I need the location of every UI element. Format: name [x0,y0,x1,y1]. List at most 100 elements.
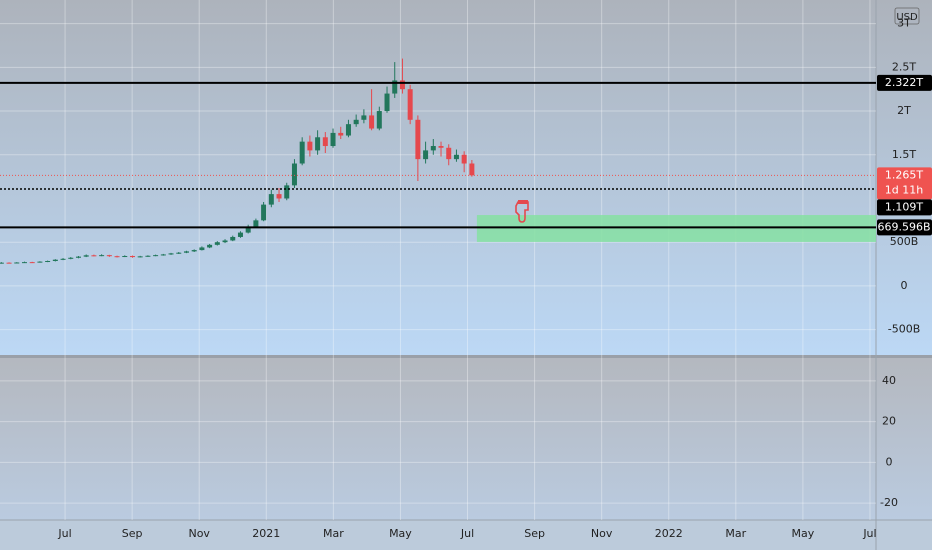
price-label: 1.265T [885,168,923,181]
candle-body [237,232,243,237]
candle-body [75,256,81,258]
x-tick-label: Sep [122,527,143,540]
candle-body [361,115,367,120]
y-tick-label: 2.5T [892,60,916,73]
candle-body [376,111,382,129]
y-tick-label: -500B [888,323,921,336]
candle-body [91,255,97,257]
candle-body [469,163,475,176]
candle-body [52,259,58,262]
candle-body [214,242,220,245]
candle-body [14,262,20,264]
y-tick-label: 20 [882,415,896,428]
price-label-box [877,74,932,91]
candle-body [245,226,251,233]
candle-body [268,194,274,205]
candle-body [45,261,51,263]
candle-body [199,247,205,251]
y-tick-label: 1.5T [892,148,916,161]
candle-body [68,257,74,259]
candle-body [315,137,321,151]
candle-body [21,262,27,264]
y-tick-label: 500B [890,235,919,248]
price-label-box [877,167,932,200]
x-tick-label: May [389,527,412,540]
x-tick-label: Jul [862,527,876,540]
candle-body [453,154,459,160]
y-tick-label: -20 [880,496,898,509]
candle-body [345,124,351,136]
x-tick-label: Sep [524,527,545,540]
main-pane [0,0,932,355]
candle-body [299,141,305,164]
candle-body [253,220,259,227]
price-label: 1d 11h [885,183,923,196]
candle-body [168,253,174,255]
candle-body [114,256,120,258]
x-tick-label: Jul [460,527,474,540]
candle-body [330,132,336,147]
x-tick-label: Nov [591,527,613,540]
candle-body [129,256,135,258]
candle-body [461,154,467,164]
price-label-box [877,219,932,236]
candle-body [137,256,143,258]
x-tick-label: Jul [57,527,71,540]
candle-body [99,255,105,257]
candle-body [6,262,12,264]
candle-body [145,255,151,257]
candle-body [160,254,166,256]
indicator-pane [0,358,932,520]
candle-body [207,244,213,248]
candle-body [276,194,282,199]
candle-body [222,240,228,243]
candle-body [284,185,290,199]
hand-annotation [515,200,529,223]
price-label: 2.322T [885,76,923,89]
y-tick-label: 3T [897,17,911,30]
x-tick-label: Nov [188,527,210,540]
candle-body [191,250,197,252]
candle-body [83,255,89,257]
zone [476,215,876,242]
currency: USD [896,12,918,23]
candle-body [384,93,390,112]
pane-separator [0,355,932,358]
x-tick-label: 2022 [655,527,683,540]
x-tick-label: Mar [323,527,344,540]
candle-body [0,262,4,264]
candle-body [415,119,421,160]
y-tick-label: 0 [901,279,908,292]
time-axis [0,520,932,550]
x-tick-label: 2021 [252,527,280,540]
price-label: 1.109T [885,200,923,213]
y-tick-label: 2T [897,104,911,117]
candle-body [353,119,359,125]
candle-body [369,115,375,129]
candle-body [37,261,43,263]
x-tick-label: Mar [725,527,746,540]
candle-body [322,137,328,147]
candle-body [407,89,413,120]
price-label-box [877,199,932,216]
y-tick-label: 40 [882,374,896,387]
candle-body [60,258,66,260]
x-tick-label: May [792,527,815,540]
candle-body [176,252,182,254]
candle-body [446,147,452,160]
price-label: 669.596B [877,220,930,233]
candle-body [261,204,267,221]
candle-body [307,141,313,151]
candle-body [153,255,159,257]
candle-body [183,251,189,253]
candle-body [338,132,344,136]
candle-body [423,150,429,160]
candle-body [106,255,112,257]
currency-box[interactable] [894,7,920,25]
candle-body [399,80,405,90]
candle-body [392,80,398,94]
candle-body [230,236,236,241]
y-tick-label: 0 [886,455,893,468]
